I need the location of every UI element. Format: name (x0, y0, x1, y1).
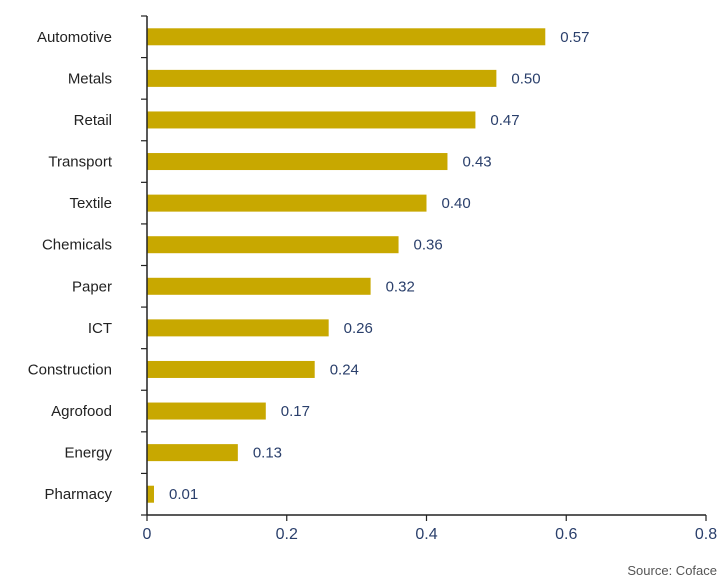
bar-construction (147, 360, 315, 378)
category-label-pharmacy: Pharmacy (44, 486, 112, 503)
x-axis: 0 0.2 0.4 0.6 0.8 (143, 514, 717, 543)
category-label-construction: Construction (28, 361, 112, 378)
bar-automotive (147, 28, 546, 46)
data-label-energy: 0.13 (253, 445, 282, 462)
bar-transport (147, 153, 448, 171)
category-label-metals: Metals (68, 70, 112, 87)
bar-chemicals (147, 236, 399, 254)
data-label-chemicals: 0.36 (414, 237, 443, 254)
category-label-ict: ICT (88, 320, 112, 337)
bar-retail (147, 111, 476, 129)
data-label-construction: 0.24 (330, 361, 359, 378)
category-label-agrofood: Agrofood (51, 403, 112, 420)
bar-paper (147, 277, 371, 295)
data-label-ict: 0.26 (344, 320, 373, 337)
bar-textile (147, 194, 427, 212)
data-label-pharmacy: 0.01 (169, 486, 198, 503)
data-label-paper: 0.32 (386, 278, 415, 295)
category-label-chemicals: Chemicals (42, 237, 112, 254)
y-axis (141, 15, 148, 516)
data-label-metals: 0.50 (511, 70, 540, 87)
category-label-textile: Textile (69, 195, 112, 212)
category-label-transport: Transport (48, 154, 112, 171)
data-label-retail: 0.47 (490, 112, 519, 129)
bar-ict (147, 319, 329, 337)
bars-group (147, 28, 546, 503)
category-label-retail: Retail (74, 112, 112, 129)
x-tick-label: 0 (143, 526, 152, 543)
source-note: Source: Coface (627, 563, 717, 578)
category-label-automotive: Automotive (37, 29, 112, 46)
data-labels-group: 0.57 0.50 0.47 0.43 0.40 0.36 0.32 0.26 0.24 0.17… (169, 29, 590, 503)
category-label-energy: Energy (64, 445, 112, 462)
x-tick-label: 0.8 (695, 526, 717, 543)
data-label-agrofood: 0.17 (281, 403, 310, 420)
bar-agrofood (147, 402, 266, 420)
x-tick-label: 0.6 (555, 526, 577, 543)
bar-pharmacy (147, 485, 154, 503)
bar-energy (147, 444, 238, 462)
category-label-paper: Paper (72, 278, 112, 295)
bar-metals (147, 69, 497, 87)
x-tick-label: 0.2 (276, 526, 298, 543)
data-label-automotive: 0.57 (560, 29, 589, 46)
category-labels-group: Automotive Metals Retail Transport Textile Ch… (28, 29, 113, 503)
data-label-textile: 0.40 (442, 195, 471, 212)
data-label-transport: 0.43 (462, 154, 491, 171)
x-tick-label: 0.4 (415, 526, 437, 543)
